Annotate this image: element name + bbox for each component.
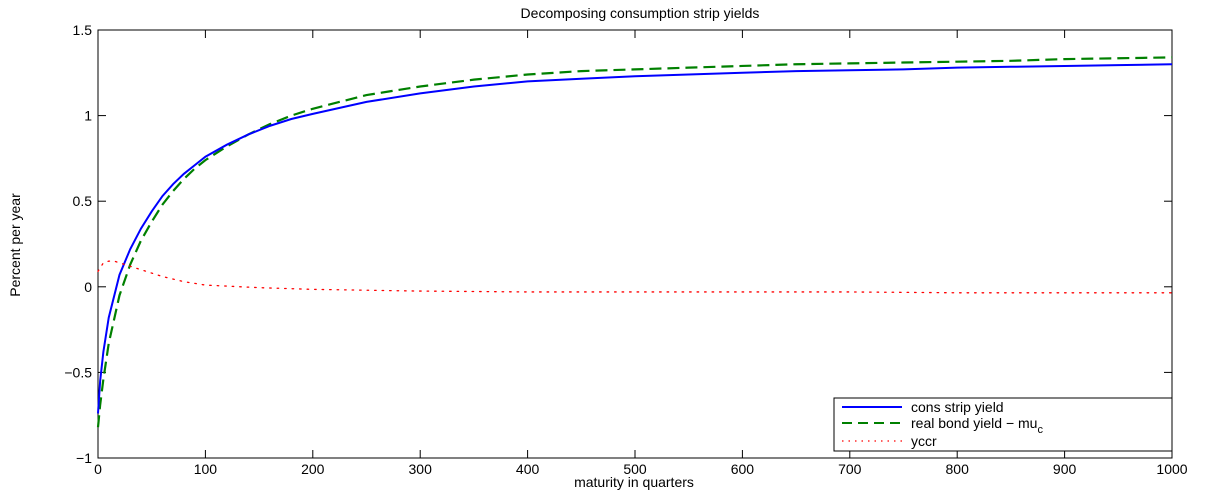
y-tick-label: −1	[76, 450, 92, 466]
x-tick-label: 700	[838, 461, 862, 477]
chart-title: Decomposing consumption strip yields	[521, 5, 760, 21]
y-tick-label: 0.5	[73, 193, 93, 209]
series-line-yccr	[97, 260, 1173, 294]
x-tick-label: 900	[1053, 461, 1077, 477]
y-tick-label: 1.5	[73, 22, 93, 38]
x-tick-label: 400	[516, 461, 540, 477]
x-tick-label: 600	[731, 461, 755, 477]
x-tick-label: 0	[94, 461, 102, 477]
y-tick-label: 0	[84, 279, 92, 295]
x-tick-label: 300	[409, 461, 433, 477]
x-tick-label: 800	[946, 461, 970, 477]
x-tick-label: 200	[301, 461, 325, 477]
legend-label-real-bond-yield: real bond yield − muc	[911, 415, 1043, 436]
y-tick-label: −0.5	[64, 364, 92, 380]
y-axis-label: Percent per year	[7, 193, 23, 297]
legend-label-real-bond-yield-main: real bond yield − mu	[911, 415, 1037, 431]
series-line-real-bond-yield-mu	[96, 56, 1173, 428]
x-tick-label: 500	[623, 461, 647, 477]
x-axis-label: maturity in quarters	[574, 474, 694, 490]
legend-label-cons-strip-yield: cons strip yield	[911, 399, 1004, 415]
legend: cons strip yield real bond yield − muc y…	[833, 397, 1173, 452]
series-line-cons-strip-yield	[97, 63, 1173, 414]
plot-area: 0 100 200 300 400 500 600 700 800 900 1000 −1 −0.5 0 0…	[64, 22, 1187, 477]
x-tick-label: 100	[194, 461, 218, 477]
plot-frame	[97, 29, 1173, 459]
legend-label-real-bond-yield-subscript: c	[1037, 424, 1043, 436]
x-tick-label: 1000	[1156, 461, 1187, 477]
y-tick-label: 1	[84, 108, 92, 124]
legend-label-yccr: yccr	[911, 433, 937, 449]
